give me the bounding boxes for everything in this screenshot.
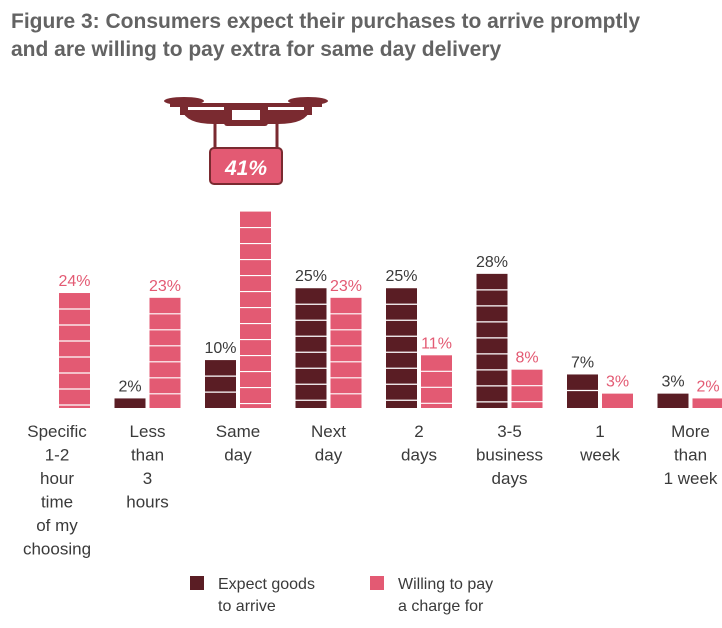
category-label-4-line-0: 2 (414, 422, 423, 441)
legend-label-willing-line2: a charge for (398, 598, 484, 615)
data-label-expect-3: 25% (295, 268, 327, 285)
chart-title: Figure 3: Consumers expect their purchas… (11, 8, 711, 64)
legend-label-willing-line1: Willing to pay (398, 576, 494, 593)
legend-label-expect-line1: Expect goods (218, 576, 315, 593)
highlight-value-label: 41% (224, 157, 267, 180)
bar-willing-7 (692, 398, 722, 408)
category-label-1-line-0: Less (130, 422, 166, 441)
data-label-expect-1: 2% (118, 378, 141, 395)
category-label-3-line-1: day (315, 446, 343, 465)
category-label-6-line-1: week (579, 446, 620, 465)
chart-title-line1: Figure 3: Consumers expect their purchas… (11, 10, 641, 33)
category-labels: Specific 1-2 hour time of my choosing Less than… (23, 422, 718, 559)
data-label-expect-7: 3% (661, 374, 684, 391)
category-label-0-line-5: choosing (23, 540, 91, 559)
bar-willing-6 (602, 393, 633, 408)
chart-title-line2: and are willing to pay extra for same da… (11, 38, 502, 61)
data-label-expect-2: 10% (204, 340, 236, 357)
drone-icon: 41% (164, 97, 328, 185)
bar-willing-3 (330, 297, 362, 408)
data-label-willing-5: 8% (515, 350, 538, 367)
category-label-4-line-1: days (401, 446, 437, 465)
bar-expect-1 (114, 398, 146, 408)
category-label-0-line-2: hour (40, 469, 74, 488)
bar-expect-7 (657, 393, 689, 408)
legend-swatch-expect (190, 576, 204, 590)
category-label-6-line-0: 1 (595, 422, 604, 441)
data-label-willing-7: 2% (696, 378, 719, 395)
bar-willing-4 (421, 355, 452, 408)
category-label-2-line-0: Same (216, 422, 260, 441)
category-label-1-line-1: than (131, 446, 164, 465)
category-label-0-line-3: time (41, 493, 73, 512)
labels-layer: 24%2%23%10%25%23%25%11%28%8% 7%3% 3% 2% (58, 254, 719, 396)
category-label-1-line-2: 3 (143, 469, 152, 488)
data-label-willing-1: 23% (149, 278, 181, 295)
category-label-5-line-1: business (476, 446, 543, 465)
category-label-7-line-2: 1 week (664, 469, 718, 488)
category-label-0-line-4: of my (36, 516, 78, 535)
bar-expect-2 (205, 360, 236, 408)
category-label-5-line-0: 3-5 (497, 422, 522, 441)
legend: Expect goods to arrive Willing to pay a … (190, 574, 550, 624)
bar-willing-0 (59, 293, 90, 408)
category-label-1-line-3: hours (126, 493, 169, 512)
category-label-5-line-2: days (492, 469, 528, 488)
legend-label-expect-line2: to arrive (218, 598, 276, 615)
category-label-7-line-1: than (674, 446, 707, 465)
data-label-expect-5: 28% (476, 254, 508, 271)
bar-expect-5 (476, 273, 508, 408)
data-label-expect-6: 7% (571, 354, 594, 371)
data-label-willing-6: 3% (606, 374, 629, 391)
category-label-2-line-1: day (224, 446, 252, 465)
category-label-7-line-0: More (671, 422, 710, 441)
bar-expect-3 (295, 288, 327, 408)
category-label-0-line-1: 1-2 (45, 446, 70, 465)
data-label-willing-3: 23% (330, 278, 362, 295)
bar-expect-4 (386, 288, 417, 408)
bar-willing-1 (149, 297, 181, 408)
bar-expect-6 (567, 374, 598, 408)
category-label-0-line-0: Specific (27, 422, 87, 441)
bars-layer (59, 211, 722, 408)
category-label-3-line-0: Next (311, 422, 346, 441)
data-label-expect-4: 25% (385, 268, 417, 285)
bar-willing-2 (240, 211, 271, 408)
data-label-willing-0: 24% (58, 273, 90, 290)
legend-swatch-willing (370, 576, 384, 590)
data-label-willing-4: 11% (421, 335, 452, 352)
